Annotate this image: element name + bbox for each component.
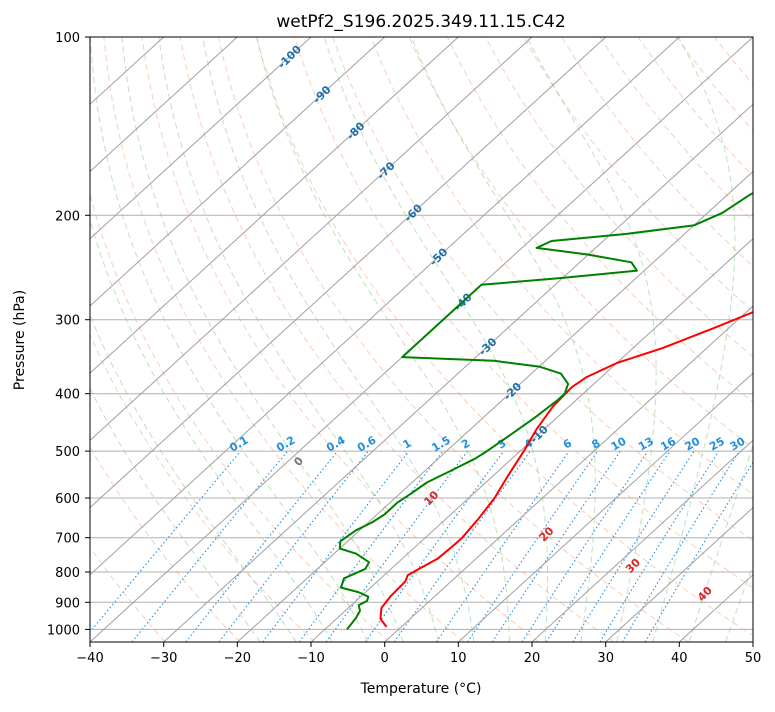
y-tick-label: 1000 (47, 623, 80, 638)
y-tick-label: 700 (55, 532, 80, 547)
x-axis-label: Temperature (°C) (360, 681, 482, 697)
x-tick-label: −30 (150, 651, 177, 666)
x-tick-label: −40 (76, 651, 103, 666)
x-tick-label: 0 (381, 651, 389, 666)
x-tick-label: 50 (745, 651, 762, 666)
y-axis-label: Pressure (hPa) (12, 290, 28, 390)
y-tick-label: 300 (55, 314, 80, 329)
x-tick-label: 40 (671, 651, 688, 666)
y-tick-label: 200 (55, 209, 80, 224)
y-tick-label: 800 (55, 566, 80, 581)
x-tick-label: 30 (597, 651, 614, 666)
chart-title: wetPf2_S196.2025.349.11.15.C42 (276, 12, 565, 32)
y-tick-label: 100 (55, 31, 80, 46)
y-tick-label: 600 (55, 492, 80, 507)
y-tick-label: 900 (55, 596, 80, 611)
x-tick-label: 20 (524, 651, 541, 666)
y-tick-label: 400 (55, 388, 80, 403)
x-tick-label: −10 (297, 651, 324, 666)
y-tick-label: 500 (55, 445, 80, 460)
x-tick-label: −20 (224, 651, 251, 666)
x-tick-label: 10 (450, 651, 467, 666)
